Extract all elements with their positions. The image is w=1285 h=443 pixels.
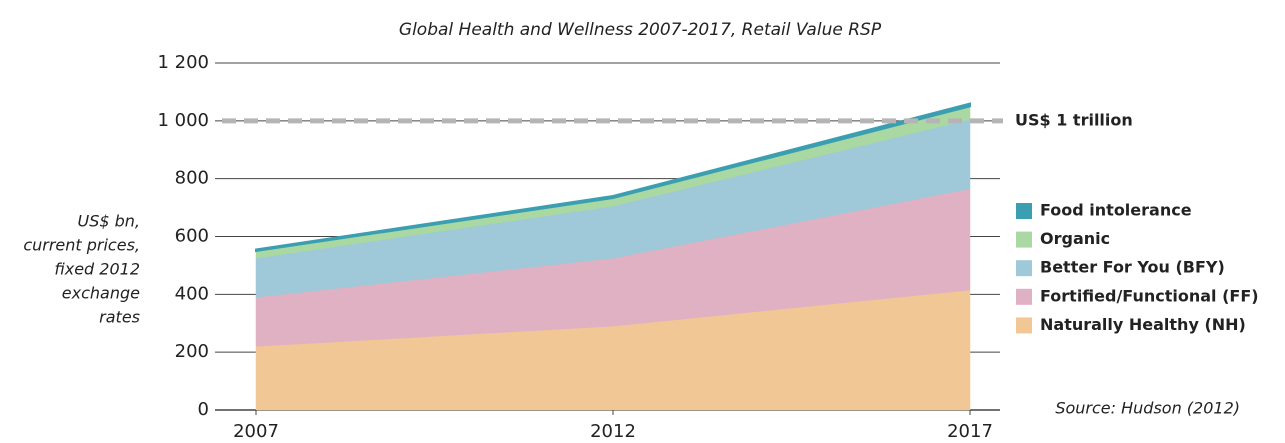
y-axis-label: exchange [62, 284, 140, 303]
legend-label: Organic [1040, 229, 1110, 248]
legend-label: Naturally Healthy (NH) [1040, 315, 1246, 334]
x-tick-label: 2012 [590, 421, 636, 442]
y-tick-label: 600 [175, 226, 209, 247]
y-axis-label: rates [99, 308, 140, 327]
y-axis-label: fixed 2012 [54, 260, 140, 279]
legend-swatch [1016, 288, 1032, 305]
y-tick-label: 1 200 [157, 52, 209, 73]
source-note: Source: Hudson (2012) [1055, 399, 1240, 418]
y-tick-label: 0 [198, 399, 209, 420]
x-tick-label: 2007 [233, 421, 279, 442]
y-tick-label: 200 [175, 341, 209, 362]
legend-label: Fortified/Functional (FF) [1040, 286, 1259, 305]
y-tick-label: 400 [175, 283, 209, 304]
legend-swatch [1016, 231, 1032, 248]
y-tick-label: 800 [175, 168, 209, 189]
legend-label: Food intolerance [1040, 201, 1192, 220]
legend-swatch [1016, 260, 1032, 277]
y-tick-label: 1 000 [157, 110, 209, 131]
reference-label: US$ 1 trillion [1015, 110, 1133, 129]
chart-title: Global Health and Wellness 2007-2017, Re… [399, 20, 882, 40]
legend-label: Better For You (BFY) [1040, 258, 1225, 277]
y-axis-label: US$ bn, [77, 212, 140, 231]
area [255, 102, 971, 253]
x-tick-label: 2017 [947, 421, 993, 442]
legend-swatch [1016, 203, 1032, 219]
y-axis-label: current prices, [23, 236, 140, 255]
legend-swatch [1016, 317, 1032, 334]
